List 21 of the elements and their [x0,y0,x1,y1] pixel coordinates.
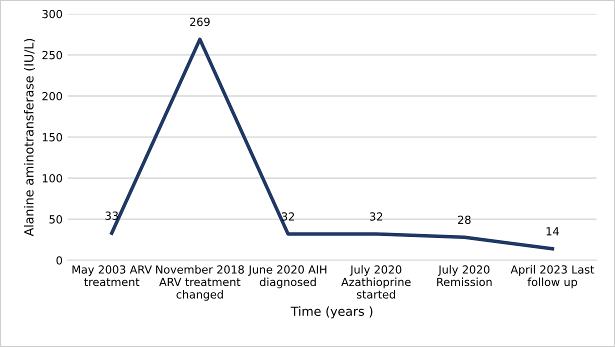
x-tick-label: November 2018 ARV treatment changed [156,265,244,301]
y-axis-title: Alanine aminotransferase (IU/L) [24,38,36,236]
y-tick-label: 300 [42,10,62,18]
data-label: 28 [458,216,471,224]
data-label: 32 [282,212,294,221]
y-tick-label: 150 [42,133,62,142]
y-tick-label: 50 [50,215,62,224]
data-label: 32 [370,212,382,221]
y-tick-label: 250 [42,50,62,60]
x-tick-label: May 2003 ARV treatment [72,265,152,286]
x-tick-label: July 2020 Azathioprine started [341,265,411,299]
data-label: 33 [106,211,118,220]
x-axis-title: Time (years ) [290,306,372,318]
y-tick-label: 100 [42,174,62,183]
x-tick-label: June 2020 AIH diagnosed [248,265,326,288]
data-label: 14 [546,227,559,236]
y-tick-label: 0 [56,256,62,265]
x-tick-label: April 2023 Last follow up [510,265,594,288]
data-label: 269 [190,18,210,26]
x-tick-label: July 2020 Remission [437,265,492,286]
y-tick-label: 200 [42,92,62,100]
